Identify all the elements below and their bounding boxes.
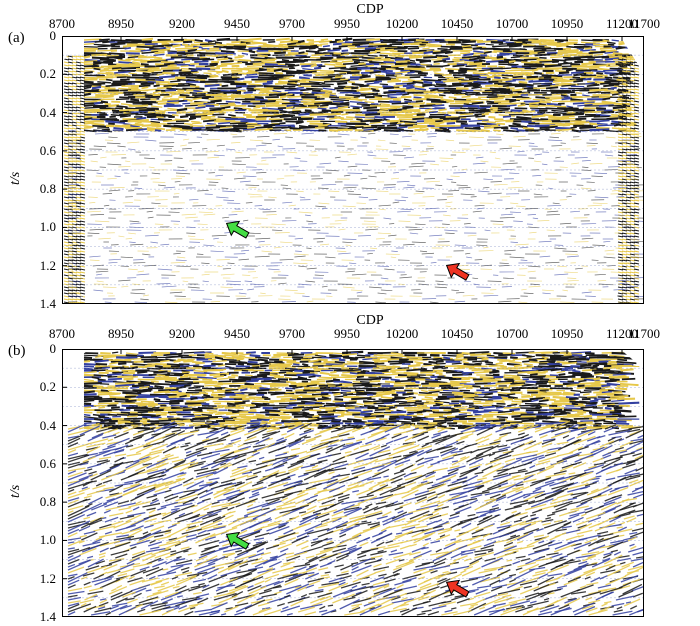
x-tick-label: 11200 bbox=[605, 16, 639, 31]
x-tick-label: 11700 bbox=[627, 326, 661, 341]
y-tick-label: 1.4 bbox=[39, 609, 56, 624]
x-tick-label: 10450 bbox=[440, 326, 474, 341]
y-tick-label: 1.0 bbox=[39, 219, 56, 235]
y-tick-label: 0.4 bbox=[39, 104, 56, 120]
y-tick-label: 1.0 bbox=[39, 532, 56, 548]
x-tick-label: 10950 bbox=[550, 16, 584, 31]
x-tick-label: 8950 bbox=[108, 16, 134, 31]
x-tick-label: 10200 bbox=[385, 326, 419, 341]
x-tick-label: 10700 bbox=[495, 326, 529, 341]
x-tick-label: 9200 bbox=[169, 326, 195, 341]
y-tick-label: 1.2 bbox=[39, 257, 56, 273]
seismic-section-b bbox=[62, 349, 644, 617]
y-tick-label: 1.2 bbox=[39, 570, 56, 586]
y-tick-label: 0.6 bbox=[39, 142, 56, 158]
y-tick-label: 0.2 bbox=[39, 379, 56, 395]
panel-label: (b) bbox=[8, 343, 26, 359]
red-arrow bbox=[445, 579, 470, 598]
x-tick-label: 9700 bbox=[279, 16, 305, 31]
y-tick-label: 0.2 bbox=[39, 66, 56, 82]
x-tick-label: 10700 bbox=[495, 16, 529, 31]
x-tick-label: 8700 bbox=[49, 16, 75, 31]
x-tick-label: 8700 bbox=[49, 326, 75, 341]
mute-wedge bbox=[62, 36, 84, 62]
x-tick-label: 8950 bbox=[108, 326, 134, 341]
x-axis-title: CDP bbox=[356, 313, 384, 328]
y-tick-label: 0.4 bbox=[39, 417, 56, 433]
seismic-texture bbox=[67, 350, 644, 616]
x-tick-label: 11700 bbox=[627, 16, 661, 31]
x-tick-label: 9950 bbox=[334, 16, 360, 31]
green-arrow bbox=[225, 220, 250, 239]
mute-wedge bbox=[62, 349, 90, 369]
y-tick-label: 0.8 bbox=[39, 494, 56, 510]
x-tick-label: 9200 bbox=[169, 16, 195, 31]
x-tick-label: 9450 bbox=[224, 16, 250, 31]
x-tick-label: 10450 bbox=[440, 16, 474, 31]
seismic-texture bbox=[63, 37, 644, 304]
x-tick-label: 11200 bbox=[605, 326, 639, 341]
x-tick-label: 9950 bbox=[334, 326, 360, 341]
y-tick-label: 0 bbox=[49, 28, 57, 43]
red-arrow bbox=[445, 262, 470, 281]
plot-frame bbox=[62, 36, 644, 304]
panel-b: CDP (b) t/s 8700 8950 9200 9450 9700 9950 1020… bbox=[0, 313, 700, 626]
green-arrow bbox=[225, 531, 250, 550]
panel-label: (a) bbox=[8, 30, 25, 46]
seismic-section-a bbox=[62, 36, 644, 304]
plot-frame bbox=[62, 349, 644, 617]
y-tick-label: 0.6 bbox=[39, 455, 56, 471]
y-tick-label: 0.8 bbox=[39, 181, 56, 197]
y-tick-label: 1.4 bbox=[39, 296, 56, 311]
mute-wedge bbox=[620, 349, 644, 369]
panel-a: CDP (a) t/s 8700 8950 9200 9450 9700 9950 1020… bbox=[8, 2, 661, 311]
x-tick-label: 9700 bbox=[279, 326, 305, 341]
x-tick-label: 10950 bbox=[550, 326, 584, 341]
x-axis-title: CDP bbox=[356, 2, 384, 17]
x-tick-label: 9450 bbox=[224, 326, 250, 341]
x-tick-label: 10200 bbox=[385, 16, 419, 31]
y-tick-label: 0 bbox=[49, 341, 57, 356]
